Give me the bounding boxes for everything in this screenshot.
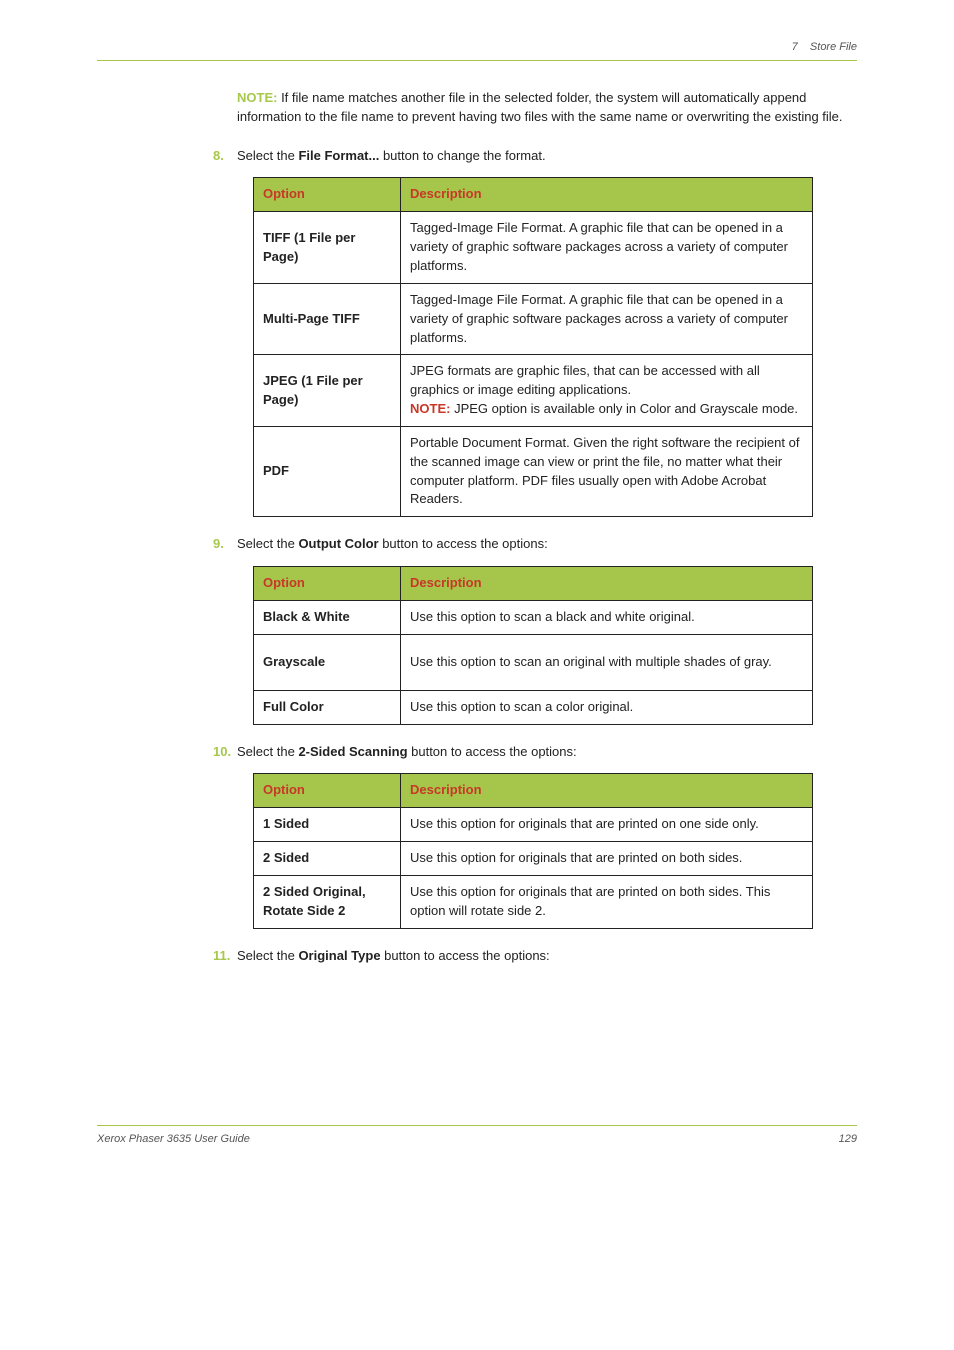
note-block: NOTE: If file name matches another file …: [237, 89, 857, 127]
option-desc: Use this option to scan an original with…: [401, 634, 813, 690]
footer-right: 129: [839, 1132, 857, 1148]
col-option: Option: [254, 774, 401, 808]
step-number: 8.: [213, 147, 237, 166]
desc-pre: JPEG formats are graphic files, that can…: [410, 363, 760, 397]
step-9: 9. Select the Output Color button to acc…: [97, 535, 857, 554]
step-10: 10. Select the 2-Sided Scanning button t…: [97, 743, 857, 762]
option-label: JPEG (1 File per Page): [254, 355, 401, 427]
col-description: Description: [401, 774, 813, 808]
col-description: Description: [401, 178, 813, 212]
step-text: Select the 2-Sided Scanning button to ac…: [237, 743, 857, 762]
col-option: Option: [254, 178, 401, 212]
step-post: button to access the options:: [408, 744, 577, 759]
col-description: Description: [401, 567, 813, 601]
option-desc: Use this option for originals that are p…: [401, 842, 813, 876]
option-label: Black & White: [254, 600, 401, 634]
output-color-table: Option Description Black & White Use thi…: [253, 566, 813, 724]
page-header: 7 Store File: [97, 40, 857, 61]
step-post: button to change the format.: [379, 148, 545, 163]
table-header-row: Option Description: [254, 567, 813, 601]
option-label: Full Color: [254, 690, 401, 724]
two-sided-table: Option Description 1 Sided Use this opti…: [253, 773, 813, 928]
note-label: NOTE:: [237, 90, 277, 105]
table-row: Grayscale Use this option to scan an ori…: [254, 634, 813, 690]
table-row: Black & White Use this option to scan a …: [254, 600, 813, 634]
step-bold: Original Type: [298, 948, 380, 963]
table-row: Full Color Use this option to scan a col…: [254, 690, 813, 724]
step-11: 11. Select the Original Type button to a…: [97, 947, 857, 966]
step-pre: Select the: [237, 744, 298, 759]
step-text: Select the Original Type button to acces…: [237, 947, 857, 966]
step-bold: File Format...: [298, 148, 379, 163]
chapter-number: 7: [792, 41, 798, 53]
inline-note-label: NOTE:: [410, 401, 450, 416]
table-row: PDF Portable Document Format. Given the …: [254, 426, 813, 516]
table-row: TIFF (1 File per Page) Tagged-Image File…: [254, 212, 813, 284]
table-row: 1 Sided Use this option for originals th…: [254, 808, 813, 842]
table-header-row: Option Description: [254, 774, 813, 808]
option-label: Grayscale: [254, 634, 401, 690]
option-desc: Use this option to scan a black and whit…: [401, 600, 813, 634]
step-number: 11.: [213, 947, 237, 966]
col-option: Option: [254, 567, 401, 601]
step-pre: Select the: [237, 948, 298, 963]
table-row: 2 Sided Original, Rotate Side 2 Use this…: [254, 875, 813, 928]
table-row: JPEG (1 File per Page) JPEG formats are …: [254, 355, 813, 427]
step-post: button to access the options:: [379, 536, 548, 551]
option-label: 2 Sided: [254, 842, 401, 876]
option-desc: Tagged-Image File Format. A graphic file…: [401, 212, 813, 284]
note-text: If file name matches another file in the…: [237, 90, 843, 124]
table-row: 2 Sided Use this option for originals th…: [254, 842, 813, 876]
option-label: 2 Sided Original, Rotate Side 2: [254, 875, 401, 928]
option-desc: Portable Document Format. Given the righ…: [401, 426, 813, 516]
step-text: Select the File Format... button to chan…: [237, 147, 857, 166]
option-desc: JPEG formats are graphic files, that can…: [401, 355, 813, 427]
step-bold: Output Color: [298, 536, 378, 551]
table-header-row: Option Description: [254, 178, 813, 212]
step-8: 8. Select the File Format... button to c…: [97, 147, 857, 166]
option-desc: Use this option for originals that are p…: [401, 808, 813, 842]
option-desc: Use this option for originals that are p…: [401, 875, 813, 928]
step-pre: Select the: [237, 148, 298, 163]
step-number: 9.: [213, 535, 237, 554]
desc-post: JPEG option is available only in Color a…: [450, 401, 798, 416]
footer-left: Xerox Phaser 3635 User Guide: [97, 1132, 250, 1148]
table-row: Multi-Page TIFF Tagged-Image File Format…: [254, 283, 813, 355]
option-label: 1 Sided: [254, 808, 401, 842]
page-footer: Xerox Phaser 3635 User Guide 129: [97, 1125, 857, 1148]
page: 7 Store File NOTE: If file name matches …: [37, 0, 917, 1208]
step-bold: 2-Sided Scanning: [298, 744, 407, 759]
option-desc: Use this option to scan a color original…: [401, 690, 813, 724]
option-label: TIFF (1 File per Page): [254, 212, 401, 284]
file-format-table: Option Description TIFF (1 File per Page…: [253, 177, 813, 517]
option-label: Multi-Page TIFF: [254, 283, 401, 355]
step-text: Select the Output Color button to access…: [237, 535, 857, 554]
step-number: 10.: [213, 743, 237, 762]
chapter-title: Store File: [810, 41, 857, 53]
option-label: PDF: [254, 426, 401, 516]
step-post: button to access the options:: [381, 948, 550, 963]
option-desc: Tagged-Image File Format. A graphic file…: [401, 283, 813, 355]
step-pre: Select the: [237, 536, 298, 551]
